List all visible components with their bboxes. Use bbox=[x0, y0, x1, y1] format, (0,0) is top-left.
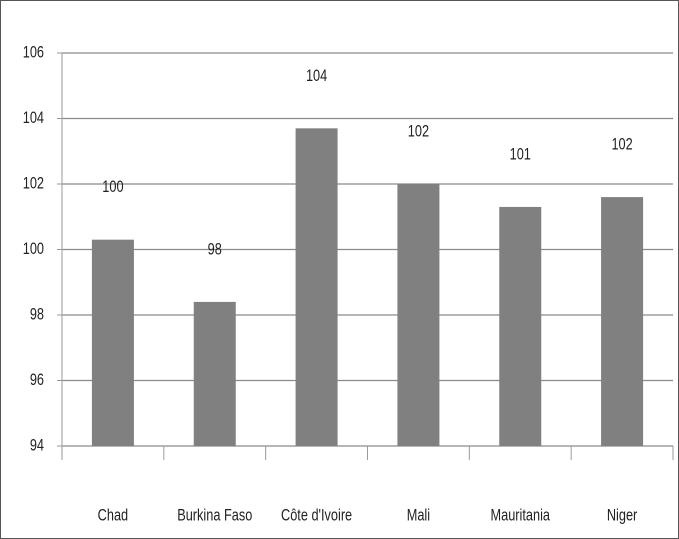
data-label: 98 bbox=[208, 240, 222, 259]
x-tick-label: Burkina Faso bbox=[177, 506, 252, 525]
y-tick-label: 98 bbox=[30, 305, 44, 324]
data-label: 101 bbox=[510, 145, 531, 164]
bar bbox=[91, 239, 134, 446]
bar bbox=[601, 197, 644, 446]
bar bbox=[397, 184, 440, 446]
data-label: 100 bbox=[102, 177, 123, 196]
x-tick-label: Mauritania bbox=[491, 506, 551, 525]
data-label: 102 bbox=[408, 122, 429, 141]
y-tick-label: 104 bbox=[23, 108, 44, 127]
y-tick-label: 106 bbox=[23, 43, 44, 62]
y-tick-label: 100 bbox=[23, 239, 44, 258]
bar bbox=[499, 206, 542, 446]
y-tick-label: 94 bbox=[30, 436, 44, 455]
data-label: 104 bbox=[306, 66, 327, 85]
x-tick-label: Mali bbox=[407, 506, 430, 525]
y-tick-label: 96 bbox=[30, 370, 44, 389]
bar bbox=[295, 128, 338, 446]
x-tick-label: Chad bbox=[98, 506, 128, 525]
y-tick-label: 102 bbox=[23, 174, 44, 193]
bar bbox=[193, 301, 236, 446]
x-tick-label: Niger bbox=[607, 506, 637, 525]
x-tick-label: Côte d'Ivoire bbox=[281, 506, 352, 525]
data-label: 102 bbox=[611, 135, 632, 154]
